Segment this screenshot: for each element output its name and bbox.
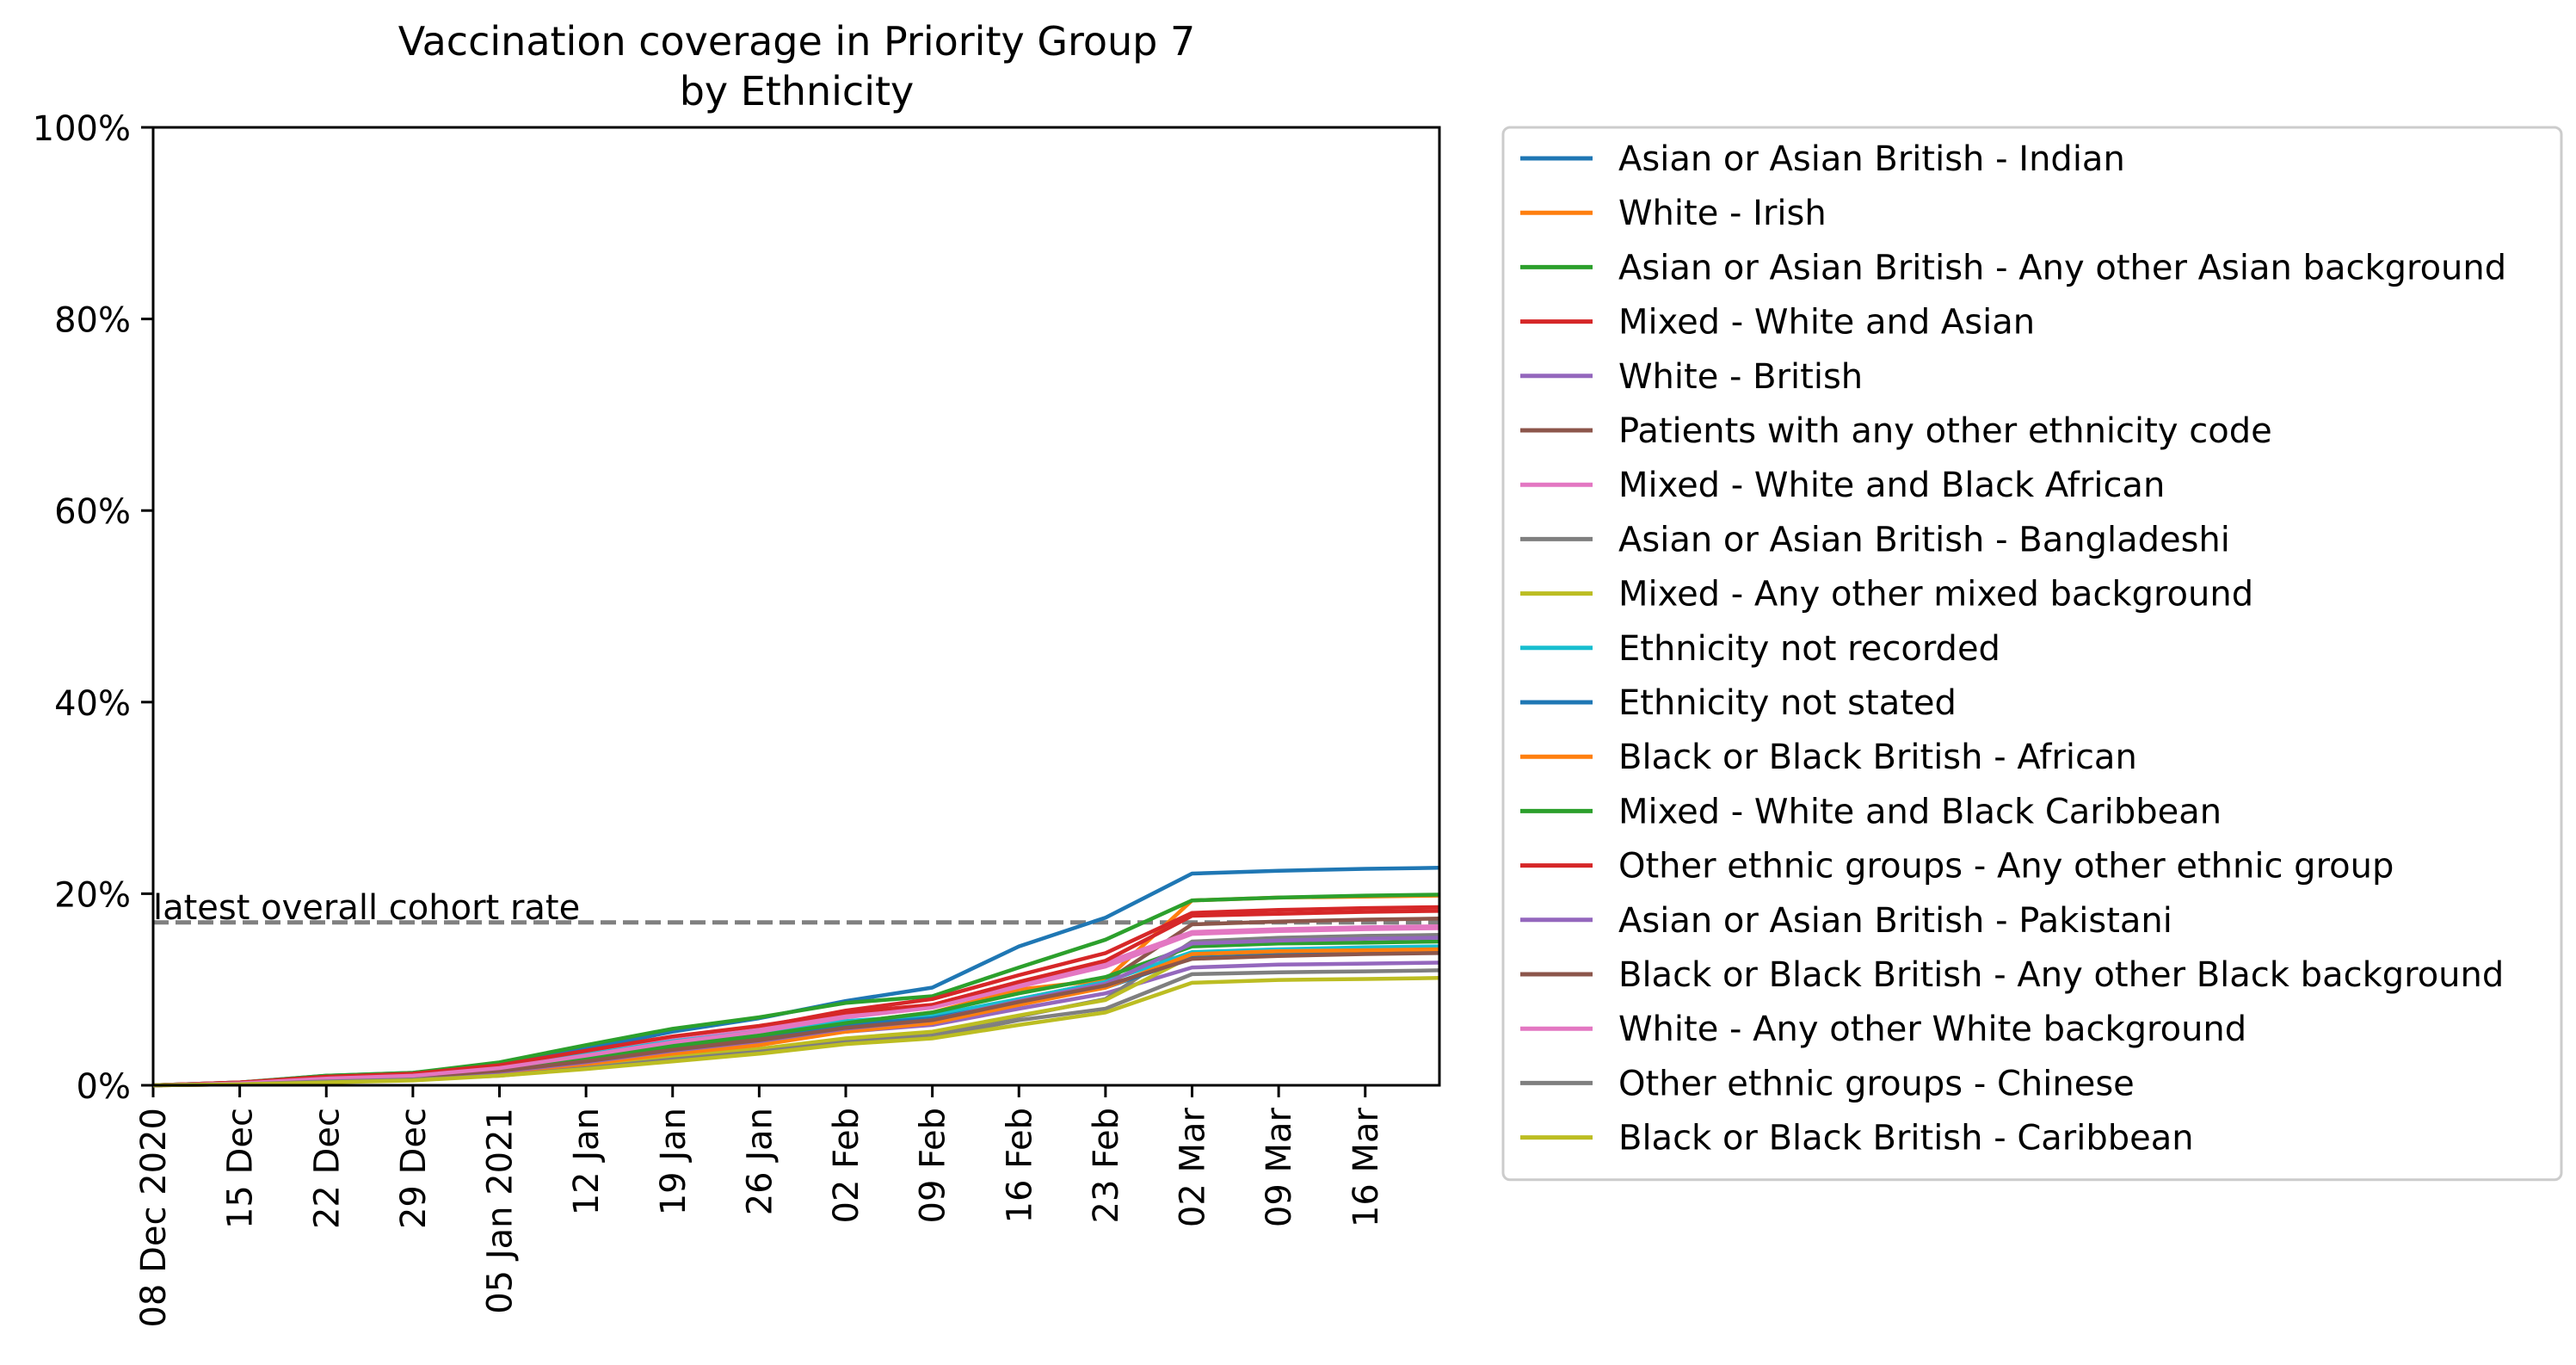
series-line-13 bbox=[152, 939, 1440, 1088]
series-lines bbox=[152, 866, 1440, 1088]
legend-label: Other ethnic groups - Chinese bbox=[1618, 1064, 2135, 1103]
x-tick-label: 19 Jan bbox=[654, 1108, 693, 1215]
legend-label: Mixed - White and Black Caribbean bbox=[1618, 792, 2222, 831]
legend-label: White - Irish bbox=[1618, 194, 1827, 233]
y-tick-label: 40% bbox=[54, 684, 131, 724]
x-tick-label: 09 Feb bbox=[914, 1108, 953, 1223]
legend-box bbox=[1501, 126, 2563, 1182]
y-tick-label: 0% bbox=[77, 1067, 131, 1107]
legend-label: Patients with any other ethnicity code bbox=[1618, 411, 2272, 451]
legend-label: Ethnicity not stated bbox=[1618, 683, 1957, 723]
chart-subtitle: by Ethnicity bbox=[680, 68, 915, 114]
series-line-17 bbox=[152, 926, 1440, 1088]
y-tick-label: 80% bbox=[54, 301, 131, 341]
reference-line: latest overall cohort rate bbox=[153, 888, 1439, 928]
series-line-19 bbox=[152, 976, 1440, 1088]
legend-label: Other ethnic groups - Any other ethnic g… bbox=[1618, 847, 2394, 886]
legend-label: Ethnicity not recorded bbox=[1618, 629, 2000, 669]
x-tick-label: 22 Dec bbox=[307, 1108, 347, 1229]
legend-label: Asian or Asian British - Any other Asian… bbox=[1618, 248, 2506, 287]
chart-title: Vaccination coverage in Priority Group 7 bbox=[398, 18, 1196, 65]
legend-label: Black or Black British - Any other Black… bbox=[1618, 955, 2504, 995]
legend-label: Black or Black British - African bbox=[1618, 738, 2137, 777]
legend-label: Mixed - White and Black African bbox=[1618, 466, 2165, 505]
plot-frame bbox=[151, 126, 1441, 1087]
legend-label: Mixed - Any other mixed background bbox=[1618, 575, 2253, 615]
series-line-12 bbox=[152, 947, 1440, 1088]
cohort-rate-label: latest overall cohort rate bbox=[153, 888, 580, 928]
legend-label: White - British bbox=[1618, 357, 1863, 397]
legend-label: Asian or Asian British - Bangladeshi bbox=[1618, 520, 2230, 559]
legend-label: White - Any other White background bbox=[1618, 1010, 2246, 1049]
legend-label: Black or Black British - Caribbean bbox=[1618, 1119, 2194, 1158]
x-axis: 08 Dec 2020 15 Dec 22 Dec 29 Dec 05 Jan 2021… bbox=[134, 1085, 1386, 1328]
x-tick-label: 15 Dec bbox=[221, 1108, 261, 1229]
legend-label: Asian or Asian British - Indian bbox=[1618, 139, 2125, 179]
x-tick-label: 05 Jan 2021 bbox=[481, 1108, 521, 1314]
x-tick-label: 02 Feb bbox=[827, 1108, 866, 1223]
x-tick-label: 09 Mar bbox=[1260, 1107, 1299, 1227]
legend: Asian or Asian British - Indian White - I… bbox=[1501, 126, 2563, 1182]
x-tick-label: 08 Dec 2020 bbox=[134, 1108, 174, 1328]
y-tick-label: 20% bbox=[54, 875, 131, 915]
legend-label: Asian or Asian British - Pakistani bbox=[1618, 901, 2172, 941]
legend-label: Mixed - White and Asian bbox=[1618, 303, 2035, 343]
x-tick-label: 29 Dec bbox=[394, 1108, 434, 1229]
x-tick-label: 16 Feb bbox=[1000, 1108, 1039, 1223]
x-tick-label: 23 Feb bbox=[1087, 1108, 1126, 1223]
x-tick-label: 26 Jan bbox=[740, 1108, 780, 1215]
x-tick-label: 02 Mar bbox=[1174, 1107, 1213, 1227]
series-line-14 bbox=[152, 909, 1440, 1088]
x-tick-label: 12 Jan bbox=[567, 1108, 607, 1215]
x-tick-label: 16 Mar bbox=[1347, 1107, 1386, 1227]
y-tick-label: 100% bbox=[33, 109, 131, 149]
y-tick-label: 60% bbox=[54, 492, 131, 532]
series-line-9 bbox=[152, 948, 1440, 1088]
y-axis: 0% 20% 40% 60% 80% 100% bbox=[33, 109, 153, 1107]
